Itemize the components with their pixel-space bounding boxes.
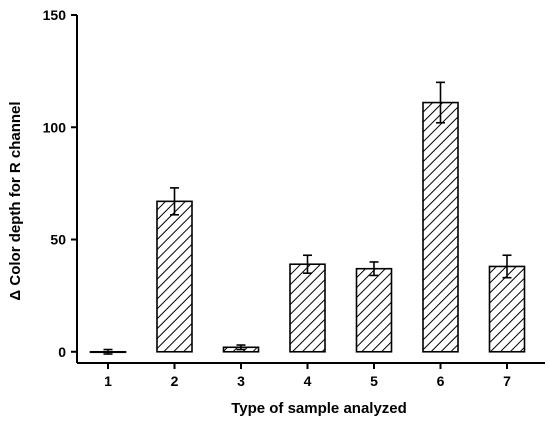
y-axis-title: Δ Color depth for R channel — [7, 101, 24, 300]
bars-layer — [89, 101, 526, 354]
error-bar-1 — [103, 348, 113, 355]
y-tick-label-100: 100 — [43, 119, 67, 135]
x-tick-label-3: 3 — [237, 373, 245, 389]
y-ticks-layer: 0 50 100 150 — [43, 7, 77, 360]
error-bar-3 — [236, 344, 246, 351]
error-bar-4 — [303, 254, 312, 274]
x-tick-label-5: 5 — [370, 373, 378, 389]
x-tick-label-2: 2 — [171, 373, 179, 389]
bar-2 — [156, 200, 193, 353]
x-axis-title: Type of sample analyzed — [231, 400, 407, 417]
bar-6 — [422, 101, 459, 353]
x-tick-label-1: 1 — [104, 373, 112, 389]
x-tick-label-7: 7 — [503, 373, 511, 389]
error-bar-2 — [170, 187, 179, 216]
x-ticks-layer: 1 2 3 4 5 6 7 — [104, 363, 511, 389]
error-bar-6 — [436, 81, 445, 124]
error-bars-layer — [103, 81, 512, 355]
x-tick-label-6: 6 — [437, 373, 445, 389]
x-tick-label-4: 4 — [304, 373, 312, 389]
error-bar-5 — [369, 261, 379, 277]
error-bar-7 — [502, 254, 512, 279]
bar-5 — [355, 267, 393, 353]
y-tick-label-0: 0 — [58, 344, 66, 360]
y-tick-label-50: 50 — [50, 232, 66, 248]
bar-7 — [488, 265, 526, 353]
y-tick-label-150: 150 — [43, 7, 67, 23]
bar-4 — [289, 263, 326, 353]
